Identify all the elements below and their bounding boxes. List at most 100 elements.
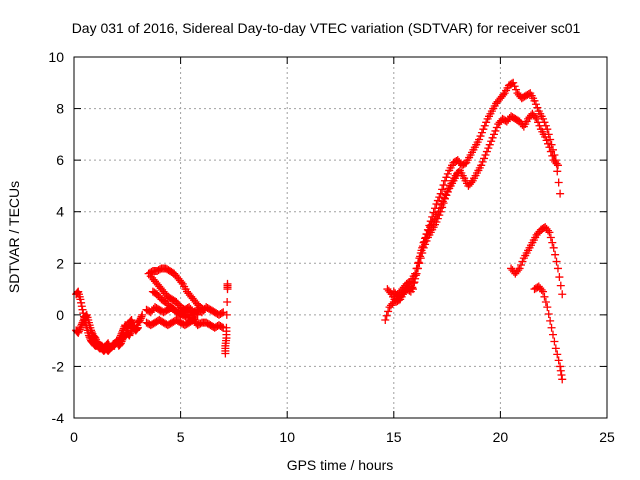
data-point (546, 233, 555, 242)
data-point (554, 356, 563, 365)
data-point (87, 328, 96, 337)
data-point (482, 118, 491, 127)
data-point (515, 264, 524, 273)
data-point (557, 371, 566, 380)
data-point (558, 290, 567, 299)
data-point (540, 292, 549, 301)
data-point (117, 337, 126, 346)
data-point (432, 218, 441, 227)
data-point (132, 325, 141, 334)
data-point (484, 144, 493, 153)
data-point (198, 304, 207, 313)
data-point (453, 169, 462, 178)
data-point (133, 323, 142, 332)
data-point (530, 96, 539, 105)
data-point (512, 85, 521, 94)
data-point (546, 316, 555, 325)
data-point (124, 322, 133, 331)
data-point (414, 258, 423, 267)
data-point (492, 123, 501, 132)
data-point (490, 130, 499, 139)
data-point (411, 271, 420, 280)
data-point (487, 137, 496, 146)
data-point (125, 331, 134, 340)
data-point (550, 337, 559, 346)
data-point (217, 322, 226, 331)
data-point (552, 257, 561, 266)
data-point (542, 136, 551, 145)
data-point (116, 339, 125, 348)
data-point (415, 259, 424, 268)
data-point (443, 187, 452, 196)
data-point (76, 295, 85, 304)
data-point (491, 126, 500, 135)
data-point (409, 279, 418, 288)
data-point (531, 100, 540, 109)
axis-ticks: 0 5 10 15 20 25 -4 -2 0 2 4 6 8 10 (48, 49, 615, 445)
data-point (480, 154, 489, 163)
data-point (547, 323, 556, 332)
data-point (384, 307, 393, 316)
data-point (78, 305, 87, 314)
x-tick-label: 15 (386, 429, 402, 445)
data-point (217, 309, 226, 318)
data-point (433, 214, 442, 223)
data-point (482, 147, 491, 156)
series-late-trace-d (507, 223, 567, 299)
plot-frame (73, 56, 608, 419)
data-point (545, 228, 554, 237)
data-points (72, 78, 567, 384)
data-point (553, 264, 562, 273)
data-point (442, 173, 451, 182)
data-point (438, 185, 447, 194)
data-point (77, 320, 86, 329)
data-point (509, 78, 518, 87)
series-early-trace-g (148, 287, 200, 325)
data-point (435, 211, 444, 220)
data-point (478, 157, 487, 166)
data-point (551, 250, 560, 259)
data-point (92, 335, 101, 344)
data-point (126, 328, 135, 337)
data-point (544, 226, 553, 235)
chart-title: Day 031 of 2016, Sidereal Day-to-day VTE… (72, 20, 581, 36)
series-late-trace-e (530, 282, 567, 384)
data-point (191, 316, 200, 325)
x-tick-label: 0 (70, 429, 78, 445)
data-point (129, 321, 138, 330)
data-point (435, 193, 444, 202)
data-point (467, 178, 476, 187)
data-point (475, 135, 484, 144)
data-point (411, 274, 420, 283)
data-point (439, 199, 448, 208)
data-point (555, 273, 564, 282)
y-tick-label: 8 (56, 101, 64, 117)
data-point (488, 133, 497, 142)
data-point (82, 311, 91, 320)
data-point (438, 203, 447, 212)
data-point (549, 243, 558, 252)
data-point (544, 139, 553, 148)
data-point (87, 326, 96, 335)
data-point (518, 257, 527, 266)
data-point (193, 310, 202, 319)
data-point (76, 323, 85, 332)
data-point (556, 281, 565, 290)
data-point (419, 243, 428, 252)
y-tick-label: 2 (56, 255, 64, 271)
series-early-trace-d (142, 316, 228, 332)
x-tick-label: 20 (493, 429, 509, 445)
x-tick-label: 10 (279, 429, 295, 445)
data-point (192, 309, 201, 318)
data-point (136, 316, 145, 325)
series-early-trace-h (221, 279, 232, 358)
data-point (534, 118, 543, 127)
data-point (477, 128, 486, 137)
data-point (548, 330, 557, 339)
data-point (535, 121, 544, 130)
x-tick-label: 5 (177, 429, 185, 445)
data-point (79, 316, 88, 325)
series-early-trace-e (144, 264, 209, 314)
data-point (556, 189, 565, 198)
data-point (137, 312, 146, 321)
